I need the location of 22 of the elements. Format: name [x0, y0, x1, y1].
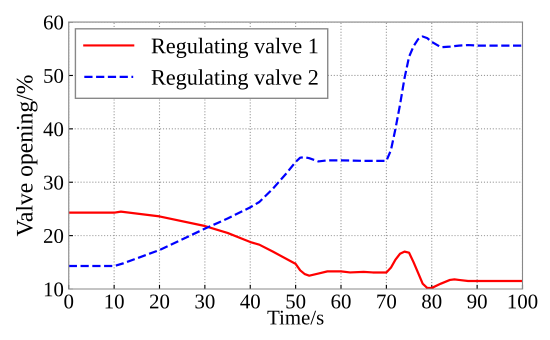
y-tick-label: 20: [44, 228, 64, 244]
y-tick-label: 60: [44, 15, 64, 30]
legend-label: Regulating valve 2: [152, 69, 318, 90]
y-tick-label: 30: [44, 176, 64, 190]
y-tick-label: 50: [44, 68, 64, 83]
x-axis-title: Time/s: [267, 310, 324, 325]
y-axis-title: Valve opening/%: [16, 75, 38, 236]
line-series: [68, 35, 522, 268]
x-tick-label: 90: [467, 294, 487, 309]
x-tick-label: 70: [377, 294, 396, 309]
x-tick-label: 20: [150, 294, 170, 309]
legend-label: Regulating valve 1: [152, 38, 318, 58]
x-tick-label: 0: [64, 294, 74, 309]
x-tick-label: 30: [195, 294, 214, 309]
x-tick-label: 100: [508, 294, 538, 309]
y-tick-label: 40: [43, 122, 64, 136]
x-tick-label: 60: [331, 294, 351, 309]
x-tick-label: 50: [286, 294, 306, 309]
x-tick-label: 10: [106, 294, 124, 309]
x-tick-label: 80: [422, 294, 442, 309]
x-tick-label: 40: [240, 294, 260, 309]
y-tick-label: 10: [44, 282, 64, 296]
